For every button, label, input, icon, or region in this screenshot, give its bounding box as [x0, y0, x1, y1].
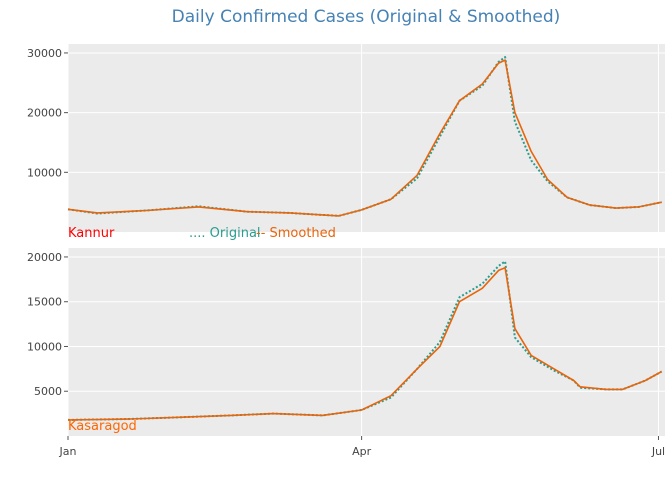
x-tick-label: Jan	[59, 445, 77, 458]
chart-legend: .... Original-- Smoothed	[189, 226, 336, 241]
plot-background	[68, 248, 665, 436]
series-smoothed-line	[67, 266, 663, 421]
y-tick-label: 10000	[27, 166, 62, 179]
panel-kannur: 10000 20000 30000 Kannur	[27, 44, 665, 241]
y-tick-label: 15000	[27, 296, 62, 309]
y-tick-label: 20000	[27, 107, 62, 120]
x-tick-label: Jul	[651, 445, 665, 458]
chart-panels: 10000 20000 30000 Kannur 5000 10000 15000 20000…	[27, 44, 665, 436]
legend-item-original: .... Original	[189, 226, 261, 241]
x-axis: Jan Apr Jul	[59, 436, 665, 458]
y-tick-label: 5000	[34, 385, 62, 398]
x-tick-label: Apr	[352, 445, 372, 458]
panel-label: Kasaragod	[68, 419, 137, 434]
chart-title: Daily Confirmed Cases (Original & Smooth…	[172, 7, 561, 27]
panel-kasaragod: 5000 10000 15000 20000 Kasaragod	[27, 248, 665, 436]
y-tick-label: 20000	[27, 251, 62, 264]
y-tick-label: 10000	[27, 340, 62, 353]
series-smoothed-line	[67, 59, 662, 217]
legend-item-smoothed: -- Smoothed	[256, 226, 336, 241]
plot-background	[68, 44, 665, 232]
panel-label: Kannur	[68, 226, 115, 241]
y-tick-label: 30000	[27, 47, 62, 60]
